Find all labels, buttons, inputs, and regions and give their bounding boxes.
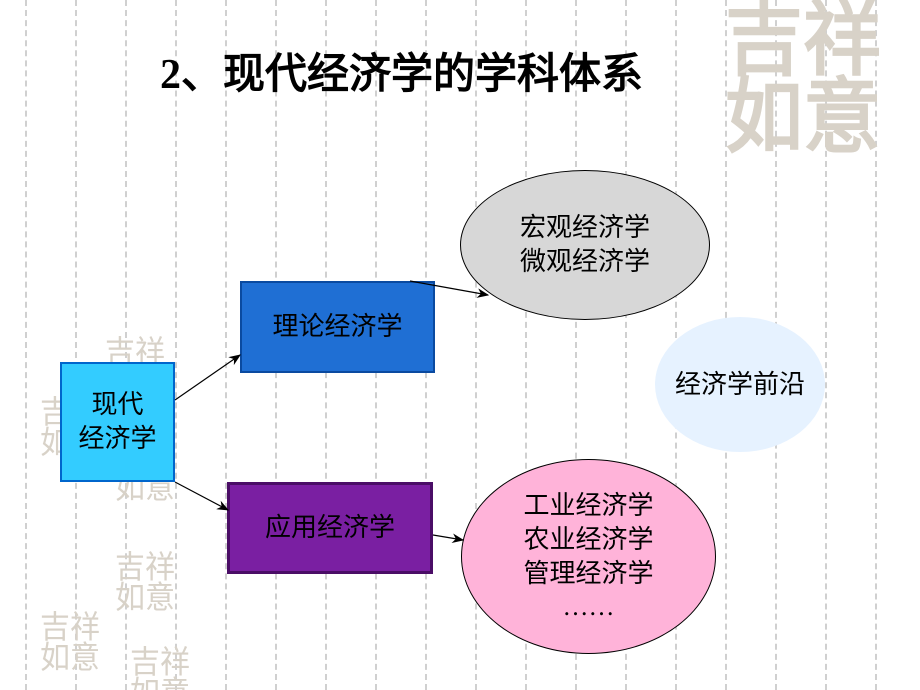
node-macro-micro: 宏观经济学 微观经济学 xyxy=(460,170,710,320)
watermark-small: 吉祥如意 xyxy=(130,649,193,690)
watermark-large: 吉祥如意 xyxy=(725,1,905,157)
node-root: 现代 经济学 xyxy=(60,362,175,482)
node-applied: 应用经济学 xyxy=(227,482,433,574)
page-title: 2、现代经济学的学科体系 xyxy=(160,40,643,101)
node-applied-list: 工业经济学 农业经济学 管理经济学 …… xyxy=(461,459,716,654)
watermark-small: 吉祥如意 xyxy=(40,614,103,674)
node-theory: 理论经济学 xyxy=(240,281,435,373)
node-frontier: 经济学前沿 xyxy=(655,317,825,452)
watermark-small: 吉祥如意 xyxy=(115,554,178,614)
